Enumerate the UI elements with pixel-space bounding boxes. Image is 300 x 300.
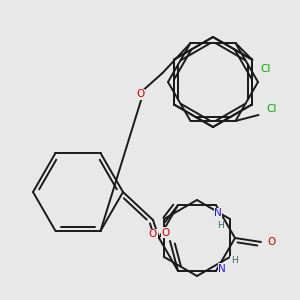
Text: O: O xyxy=(149,229,157,239)
Text: H: H xyxy=(217,220,224,230)
Text: O: O xyxy=(268,237,276,247)
Text: O: O xyxy=(136,89,145,99)
Text: Cl: Cl xyxy=(266,104,277,114)
Text: N: N xyxy=(214,208,222,218)
Text: O: O xyxy=(162,228,170,238)
Text: Cl: Cl xyxy=(260,64,271,74)
Text: H: H xyxy=(231,256,237,266)
Text: N: N xyxy=(218,264,226,274)
